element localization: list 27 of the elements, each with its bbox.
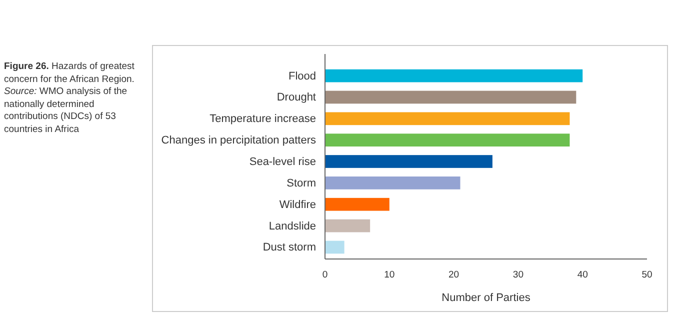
y-tick-label: Changes in percipitation patters bbox=[161, 134, 316, 147]
y-tick-label: Landslide bbox=[268, 220, 316, 232]
bar bbox=[325, 69, 583, 82]
x-axis-title: Number of Parties bbox=[442, 292, 531, 304]
y-tick-label: Storm bbox=[286, 177, 316, 190]
x-tick-label: 0 bbox=[322, 270, 328, 281]
bar bbox=[325, 90, 576, 104]
x-tick-label: 30 bbox=[512, 270, 524, 281]
y-tick-label: Drought bbox=[276, 92, 316, 104]
source-note: Source: WMO analysis of the nationally determined contributions (NDCs) of 53 countries in Africa bbox=[4, 86, 128, 134]
y-tick-label: Wildfire bbox=[279, 198, 316, 211]
y-tick-label: Flood bbox=[288, 70, 316, 82]
x-tick-label: 20 bbox=[448, 270, 460, 281]
text: Figure 26. Hazards of greatest concern for the African Region. bbox=[4, 61, 134, 84]
bar bbox=[325, 155, 492, 168]
y-tick-label: Sea-level rise bbox=[249, 156, 316, 168]
x-tick-label: 40 bbox=[577, 270, 588, 281]
bar bbox=[325, 176, 460, 190]
y-tick-label: Dust storm bbox=[262, 242, 316, 254]
bar bbox=[325, 198, 390, 211]
bar bbox=[325, 240, 344, 254]
bar bbox=[325, 112, 570, 126]
y-tick-label: Temperature increase bbox=[210, 113, 316, 126]
x-tick-label: 10 bbox=[384, 270, 395, 281]
bar bbox=[325, 219, 370, 232]
x-tick-label: 50 bbox=[642, 270, 652, 281]
bar bbox=[325, 134, 570, 146]
